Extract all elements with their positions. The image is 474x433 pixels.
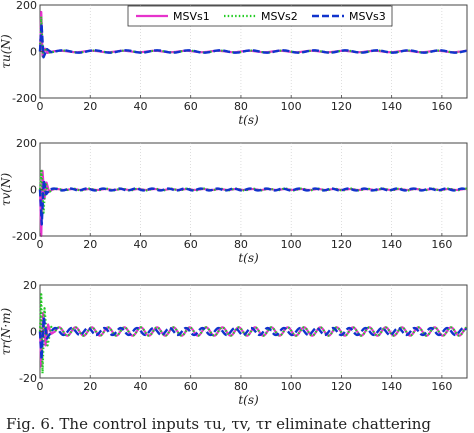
y-tick-label: -20: [19, 372, 37, 385]
x-tick-label: 80: [234, 380, 248, 393]
y-tick-label: 0: [30, 184, 37, 197]
x-tick-label: 60: [184, 238, 198, 251]
x-tick-label: 100: [281, 100, 302, 113]
x-axis-label: t(s): [238, 393, 259, 407]
x-tick-label: 60: [184, 100, 198, 113]
x-tick-label: 60: [184, 380, 198, 393]
x-tick-label: 120: [331, 380, 352, 393]
y-axis-label: τr(N·m): [0, 307, 13, 355]
x-axis-label: t(s): [238, 113, 259, 127]
x-tick-label: 40: [133, 100, 147, 113]
x-tick-label: 40: [133, 238, 147, 251]
x-tick-label: 100: [281, 238, 302, 251]
x-tick-label: 160: [431, 100, 452, 113]
legend-box: [127, 5, 393, 27]
x-tick-label: 40: [133, 380, 147, 393]
y-tick-label: 20: [23, 279, 37, 292]
y-axis-label: τu(N): [0, 34, 13, 69]
y-axis-label: τv(N): [0, 173, 13, 207]
y-tick-label: 200: [16, 137, 37, 150]
x-tick-label: 160: [431, 380, 452, 393]
x-tick-label: 140: [381, 238, 402, 251]
figure-caption: Fig. 6. The control inputs τu, τv, τr el…: [6, 415, 432, 433]
legend-label-msvs2: MSVs2: [261, 10, 298, 23]
series-line-msvs3: [38, 179, 468, 226]
x-axis-label: t(s): [238, 251, 259, 265]
y-tick-label: 0: [30, 46, 37, 59]
x-tick-label: 20: [83, 380, 97, 393]
x-tick-label: 80: [234, 238, 248, 251]
series-line-msvs2: [38, 293, 468, 375]
x-tick-label: 120: [331, 100, 352, 113]
x-tick-label: 80: [234, 100, 248, 113]
chart-panel-1: 0 20 40 60 80 100 120 140 1602000-200t(s)τu(N)MS…: [0, 0, 468, 127]
y-tick-label: -200: [12, 230, 37, 243]
x-tick-label: 0: [37, 238, 44, 251]
y-tick-label: -200: [12, 92, 37, 105]
x-tick-label: 140: [381, 380, 402, 393]
x-tick-label: 0: [37, 100, 44, 113]
legend: MSVs1 MSVs2 MSVs3: [127, 5, 393, 27]
legend-label-msvs3: MSVs3: [349, 10, 386, 23]
x-tick-label: 0: [37, 380, 44, 393]
legend-label-msvs1: MSVs1: [173, 10, 210, 23]
series-line-msvs3: [38, 22, 467, 59]
x-tick-label: 120: [331, 238, 352, 251]
x-tick-label: 100: [281, 380, 302, 393]
x-tick-label: 140: [381, 100, 402, 113]
y-tick-label: 0: [30, 326, 37, 339]
x-tick-label: 20: [83, 100, 97, 113]
y-tick-label: 200: [16, 0, 37, 12]
x-tick-label: 20: [83, 238, 97, 251]
x-tick-label: 160: [431, 238, 452, 251]
